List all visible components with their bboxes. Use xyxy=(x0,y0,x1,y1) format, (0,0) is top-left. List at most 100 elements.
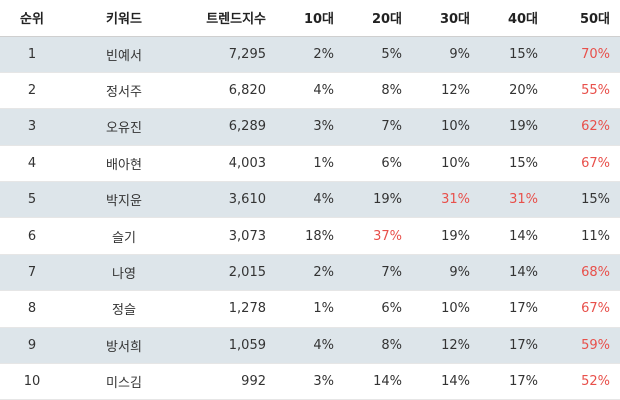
cell-rank: 6 xyxy=(0,217,64,255)
cell-keyword: 나영 xyxy=(64,254,184,292)
table-row: 4 배아현 4,003 1% 6% 10% 15% 67% xyxy=(0,145,620,183)
cell-age-40: 19% xyxy=(480,108,548,146)
cell-age-20: 7% xyxy=(344,108,412,146)
cell-age-40: 15% xyxy=(480,36,548,73)
cell-rank: 10 xyxy=(0,363,64,400)
header-trend-index: 트렌드지수 xyxy=(184,0,276,37)
cell-age-20: 14% xyxy=(344,363,412,400)
table-body: 1 빈예서 7,295 2% 5% 9% 15% 70% 2 정서주 6,820 4% 8% 12% 20%… xyxy=(0,36,620,400)
cell-age-10: 1% xyxy=(276,290,344,328)
cell-trend-index: 1,278 xyxy=(184,290,276,328)
cell-rank: 5 xyxy=(0,181,64,219)
cell-age-40: 17% xyxy=(480,290,548,328)
cell-age-20: 5% xyxy=(344,36,412,73)
cell-age-20: 8% xyxy=(344,72,412,110)
cell-keyword: 정슬 xyxy=(64,290,184,328)
cell-age-40: 15% xyxy=(480,145,548,183)
cell-keyword: 배아현 xyxy=(64,145,184,183)
cell-keyword: 정서주 xyxy=(64,72,184,110)
cell-age-40: 17% xyxy=(480,363,548,400)
cell-age-10: 1% xyxy=(276,145,344,183)
header-keyword: 키워드 xyxy=(64,0,184,37)
cell-age-30: 9% xyxy=(412,36,480,73)
cell-age-50: 67% xyxy=(548,145,620,183)
cell-keyword: 박지윤 xyxy=(64,181,184,219)
table-row: 2 정서주 6,820 4% 8% 12% 20% 55% xyxy=(0,72,620,110)
table-row: 8 정슬 1,278 1% 6% 10% 17% 67% xyxy=(0,290,620,328)
header-age-50: 50대 xyxy=(548,0,620,37)
cell-age-10: 3% xyxy=(276,363,344,400)
cell-age-20: 37% xyxy=(344,217,412,255)
cell-age-40: 14% xyxy=(480,217,548,255)
header-age-20: 20대 xyxy=(344,0,412,37)
header-row: 순위 키워드 트렌드지수 10대 20대 30대 40대 50대 xyxy=(0,0,620,37)
cell-age-40: 31% xyxy=(480,181,548,219)
table-row: 10 미스김 992 3% 14% 14% 17% 52% xyxy=(0,363,620,400)
cell-trend-index: 3,073 xyxy=(184,217,276,255)
cell-age-10: 3% xyxy=(276,108,344,146)
table-row: 7 나영 2,015 2% 7% 9% 14% 68% xyxy=(0,254,620,292)
cell-trend-index: 2,015 xyxy=(184,254,276,292)
cell-rank: 1 xyxy=(0,36,64,73)
table-row: 9 방서희 1,059 4% 8% 12% 17% 59% xyxy=(0,327,620,365)
cell-age-20: 6% xyxy=(344,145,412,183)
cell-age-30: 12% xyxy=(412,327,480,365)
cell-age-50: 52% xyxy=(548,363,620,400)
cell-keyword: 빈예서 xyxy=(64,36,184,73)
cell-age-40: 20% xyxy=(480,72,548,110)
cell-rank: 3 xyxy=(0,108,64,146)
header-age-10: 10대 xyxy=(276,0,344,37)
cell-age-50: 59% xyxy=(548,327,620,365)
cell-age-10: 2% xyxy=(276,254,344,292)
cell-age-30: 10% xyxy=(412,145,480,183)
cell-age-50: 15% xyxy=(548,181,620,219)
table-header: 순위 키워드 트렌드지수 10대 20대 30대 40대 50대 xyxy=(0,0,620,37)
cell-age-30: 10% xyxy=(412,290,480,328)
cell-age-30: 31% xyxy=(412,181,480,219)
cell-age-20: 8% xyxy=(344,327,412,365)
cell-keyword: 슬기 xyxy=(64,217,184,255)
cell-age-40: 17% xyxy=(480,327,548,365)
cell-age-10: 4% xyxy=(276,327,344,365)
cell-age-20: 7% xyxy=(344,254,412,292)
cell-trend-index: 3,610 xyxy=(184,181,276,219)
cell-age-30: 12% xyxy=(412,72,480,110)
cell-rank: 2 xyxy=(0,72,64,110)
table-row: 1 빈예서 7,295 2% 5% 9% 15% 70% xyxy=(0,36,620,73)
cell-age-10: 18% xyxy=(276,217,344,255)
cell-age-10: 4% xyxy=(276,181,344,219)
cell-age-30: 19% xyxy=(412,217,480,255)
cell-trend-index: 6,289 xyxy=(184,108,276,146)
header-age-30: 30대 xyxy=(412,0,480,37)
cell-rank: 4 xyxy=(0,145,64,183)
cell-age-20: 19% xyxy=(344,181,412,219)
cell-age-30: 10% xyxy=(412,108,480,146)
cell-age-50: 55% xyxy=(548,72,620,110)
cell-age-50: 11% xyxy=(548,217,620,255)
cell-keyword: 미스김 xyxy=(64,363,184,400)
cell-trend-index: 6,820 xyxy=(184,72,276,110)
cell-age-50: 67% xyxy=(548,290,620,328)
cell-trend-index: 1,059 xyxy=(184,327,276,365)
cell-keyword: 오유진 xyxy=(64,108,184,146)
header-rank: 순위 xyxy=(0,0,64,37)
cell-age-30: 9% xyxy=(412,254,480,292)
cell-keyword: 방서희 xyxy=(64,327,184,365)
cell-age-40: 14% xyxy=(480,254,548,292)
cell-age-10: 4% xyxy=(276,72,344,110)
cell-age-50: 70% xyxy=(548,36,620,73)
header-age-40: 40대 xyxy=(480,0,548,37)
cell-age-50: 68% xyxy=(548,254,620,292)
cell-trend-index: 4,003 xyxy=(184,145,276,183)
cell-rank: 8 xyxy=(0,290,64,328)
cell-age-30: 14% xyxy=(412,363,480,400)
cell-rank: 7 xyxy=(0,254,64,292)
table-row: 3 오유진 6,289 3% 7% 10% 19% 62% xyxy=(0,108,620,146)
cell-rank: 9 xyxy=(0,327,64,365)
cell-trend-index: 992 xyxy=(184,363,276,400)
cell-age-10: 2% xyxy=(276,36,344,73)
cell-trend-index: 7,295 xyxy=(184,36,276,73)
cell-age-50: 62% xyxy=(548,108,620,146)
table-row: 5 박지윤 3,610 4% 19% 31% 31% 15% xyxy=(0,181,620,219)
